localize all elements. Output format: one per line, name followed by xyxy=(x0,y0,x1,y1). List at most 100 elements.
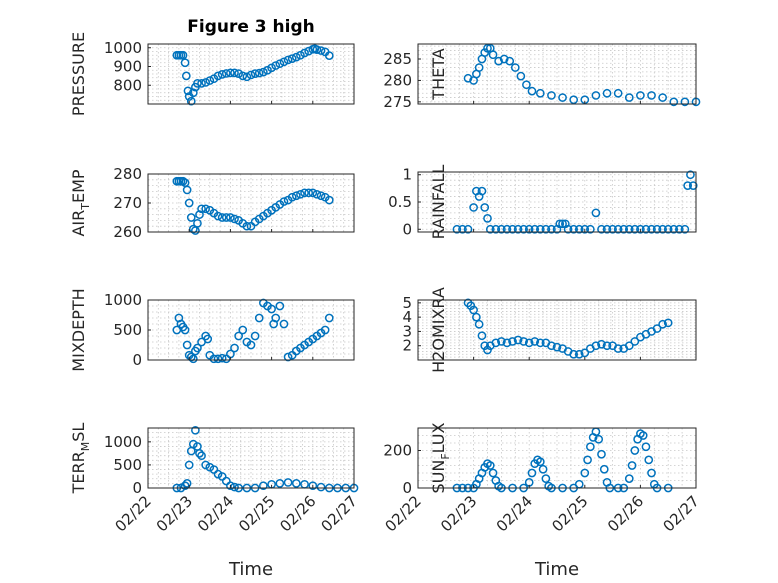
y-axis-label: THETA xyxy=(429,48,448,100)
y-axis-label: AIRTEMP xyxy=(69,169,92,236)
data-point xyxy=(316,482,326,492)
data-point xyxy=(624,474,634,483)
data-point xyxy=(630,446,640,455)
plot-border xyxy=(417,427,697,489)
y-axis-label-subscript: T xyxy=(79,203,92,211)
data-point xyxy=(203,334,213,344)
data-point xyxy=(613,344,623,353)
data-point xyxy=(574,224,584,234)
data-point xyxy=(485,461,495,470)
data-point xyxy=(586,224,595,234)
y-axis-label: RAINFALL xyxy=(429,165,448,240)
data-point xyxy=(279,57,289,67)
data-point xyxy=(188,224,198,234)
data-point xyxy=(250,69,260,78)
y-tick-label: 280 xyxy=(383,71,412,89)
data-point xyxy=(308,188,318,198)
subplot-5: 0 500 1000 MIXDEPTH xyxy=(69,288,355,372)
data-point xyxy=(181,71,191,81)
data-point xyxy=(669,224,679,234)
data-point xyxy=(630,224,640,234)
y-tick-label: 0 xyxy=(132,351,142,369)
data-point xyxy=(201,78,211,87)
data-point xyxy=(283,478,293,487)
data-point xyxy=(226,481,235,491)
data-point xyxy=(477,186,487,196)
y-tick-label: 5 xyxy=(402,294,412,312)
y-tick-label: 800 xyxy=(113,76,142,94)
data-point xyxy=(580,224,590,234)
data-point xyxy=(624,93,634,102)
y-axis-label: PRESSURE xyxy=(69,32,88,116)
x-tick-label: 02/23 xyxy=(437,492,480,535)
y-axis-label-tail: LUX xyxy=(429,422,448,453)
data-point xyxy=(193,79,202,88)
data-point xyxy=(602,88,612,98)
y-tick-label: 270 xyxy=(113,194,142,212)
y-axis-label-subscript: M xyxy=(79,442,92,452)
data-point xyxy=(569,224,579,234)
x-tick-label: 02/25 xyxy=(548,492,591,535)
data-point xyxy=(688,181,698,190)
data-point xyxy=(186,352,196,362)
data-point xyxy=(201,204,211,214)
data-point xyxy=(569,95,579,105)
data-point xyxy=(283,55,293,65)
data-point xyxy=(580,348,590,358)
data-point xyxy=(485,224,495,234)
data-point xyxy=(238,71,248,81)
plot-border xyxy=(417,299,697,361)
data-point xyxy=(597,339,606,349)
y-tick-label: 200 xyxy=(383,442,412,460)
data-point xyxy=(663,318,673,328)
y-tick-label: 2 xyxy=(402,337,412,355)
data-point xyxy=(250,331,260,341)
data-point xyxy=(547,224,556,234)
y-axis-label-tail: EMP xyxy=(69,169,88,203)
y-axis-label-subscript: F xyxy=(439,453,452,459)
data-point xyxy=(602,224,612,234)
data-point xyxy=(205,76,215,85)
data-point xyxy=(271,61,281,70)
data-point xyxy=(510,63,520,72)
data-point xyxy=(535,457,545,467)
data-point xyxy=(193,218,202,228)
y-tick-label: 285 xyxy=(383,50,412,68)
data-point xyxy=(608,224,617,234)
data-point xyxy=(275,479,285,488)
data-point xyxy=(217,353,227,363)
data-point xyxy=(287,54,297,63)
data-point xyxy=(683,181,693,190)
plot-area xyxy=(417,43,697,105)
data-point xyxy=(324,51,334,60)
data-point xyxy=(535,224,545,234)
data-point xyxy=(254,313,264,323)
data-point xyxy=(480,341,490,351)
data-point xyxy=(180,58,190,68)
data-point xyxy=(641,442,651,452)
plot-border xyxy=(147,427,355,489)
y-axis-label: TERRMSL xyxy=(69,423,92,495)
data-point xyxy=(191,425,200,435)
data-point xyxy=(586,442,595,452)
y-axis-label-main: AIR xyxy=(69,210,88,237)
y-tick-label: 500 xyxy=(113,321,142,339)
data-point xyxy=(312,189,322,199)
y-tick-label: 280 xyxy=(113,165,142,183)
data-point xyxy=(217,213,227,222)
data-point xyxy=(558,219,567,229)
y-axis-label-main: TERR xyxy=(69,451,88,494)
data-point xyxy=(213,71,223,81)
data-point xyxy=(580,468,590,478)
data-point xyxy=(638,431,648,440)
data-point xyxy=(541,474,551,483)
plot-area xyxy=(417,427,697,489)
data-point xyxy=(508,337,517,346)
y-axis-label-main: RAINFALL xyxy=(429,165,448,240)
y-axis-label-main: H2OMIXRA xyxy=(429,287,448,373)
data-point xyxy=(238,325,248,335)
data-point xyxy=(555,219,565,229)
data-point xyxy=(613,224,623,234)
data-point xyxy=(686,170,695,180)
x-tick-label: 02/27 xyxy=(660,492,703,535)
